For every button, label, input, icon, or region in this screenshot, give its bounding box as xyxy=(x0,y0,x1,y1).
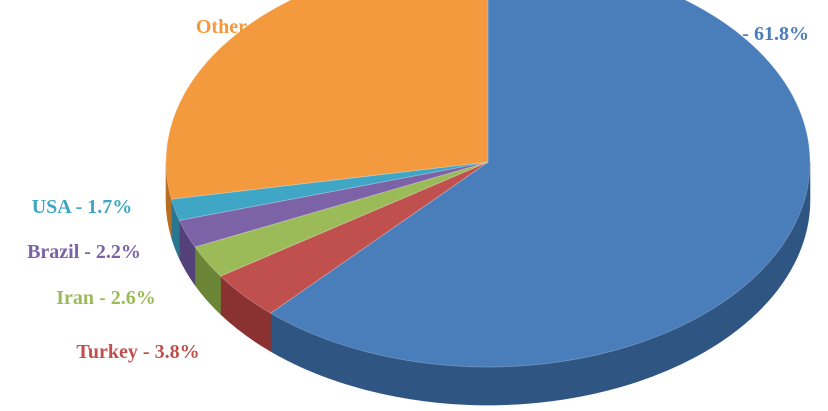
data-label-line: Other countries - xyxy=(196,16,342,38)
data-label-line: Turkey - 3.8% xyxy=(76,341,199,363)
pie-labels: China - 61.8% Turkey - 3.8% Iran - 2.6% Bra… xyxy=(27,16,809,363)
data-label-usa: USA - 1.7% xyxy=(32,196,133,218)
data-label-iran: Iran - 2.6% xyxy=(56,287,155,309)
pie-sides xyxy=(165,161,811,406)
pie-slices xyxy=(165,0,811,368)
data-label-line: Iran - 2.6% xyxy=(56,287,155,309)
data-label-line: China - 61.8% xyxy=(685,23,809,45)
pie-slice-china xyxy=(269,0,811,368)
pie-slice-turkey xyxy=(219,161,489,314)
data-label-line: 27.9% xyxy=(242,38,297,60)
data-label-line: Brazil - 2.2% xyxy=(27,241,141,263)
data-label-brazil: Brazil - 2.2% xyxy=(27,241,141,263)
pie-slice-iran xyxy=(194,161,489,277)
data-label-turkey: Turkey - 3.8% xyxy=(76,341,199,363)
pie-slice-other-countries xyxy=(165,0,489,200)
pie-slice-brazil xyxy=(178,161,489,248)
pie-slice-usa xyxy=(170,161,489,221)
data-label-line: USA - 1.7% xyxy=(32,196,133,218)
data-label-china: China - 61.8% xyxy=(685,23,809,45)
data-label-other-countries: Other countries -27.9% xyxy=(196,16,342,60)
